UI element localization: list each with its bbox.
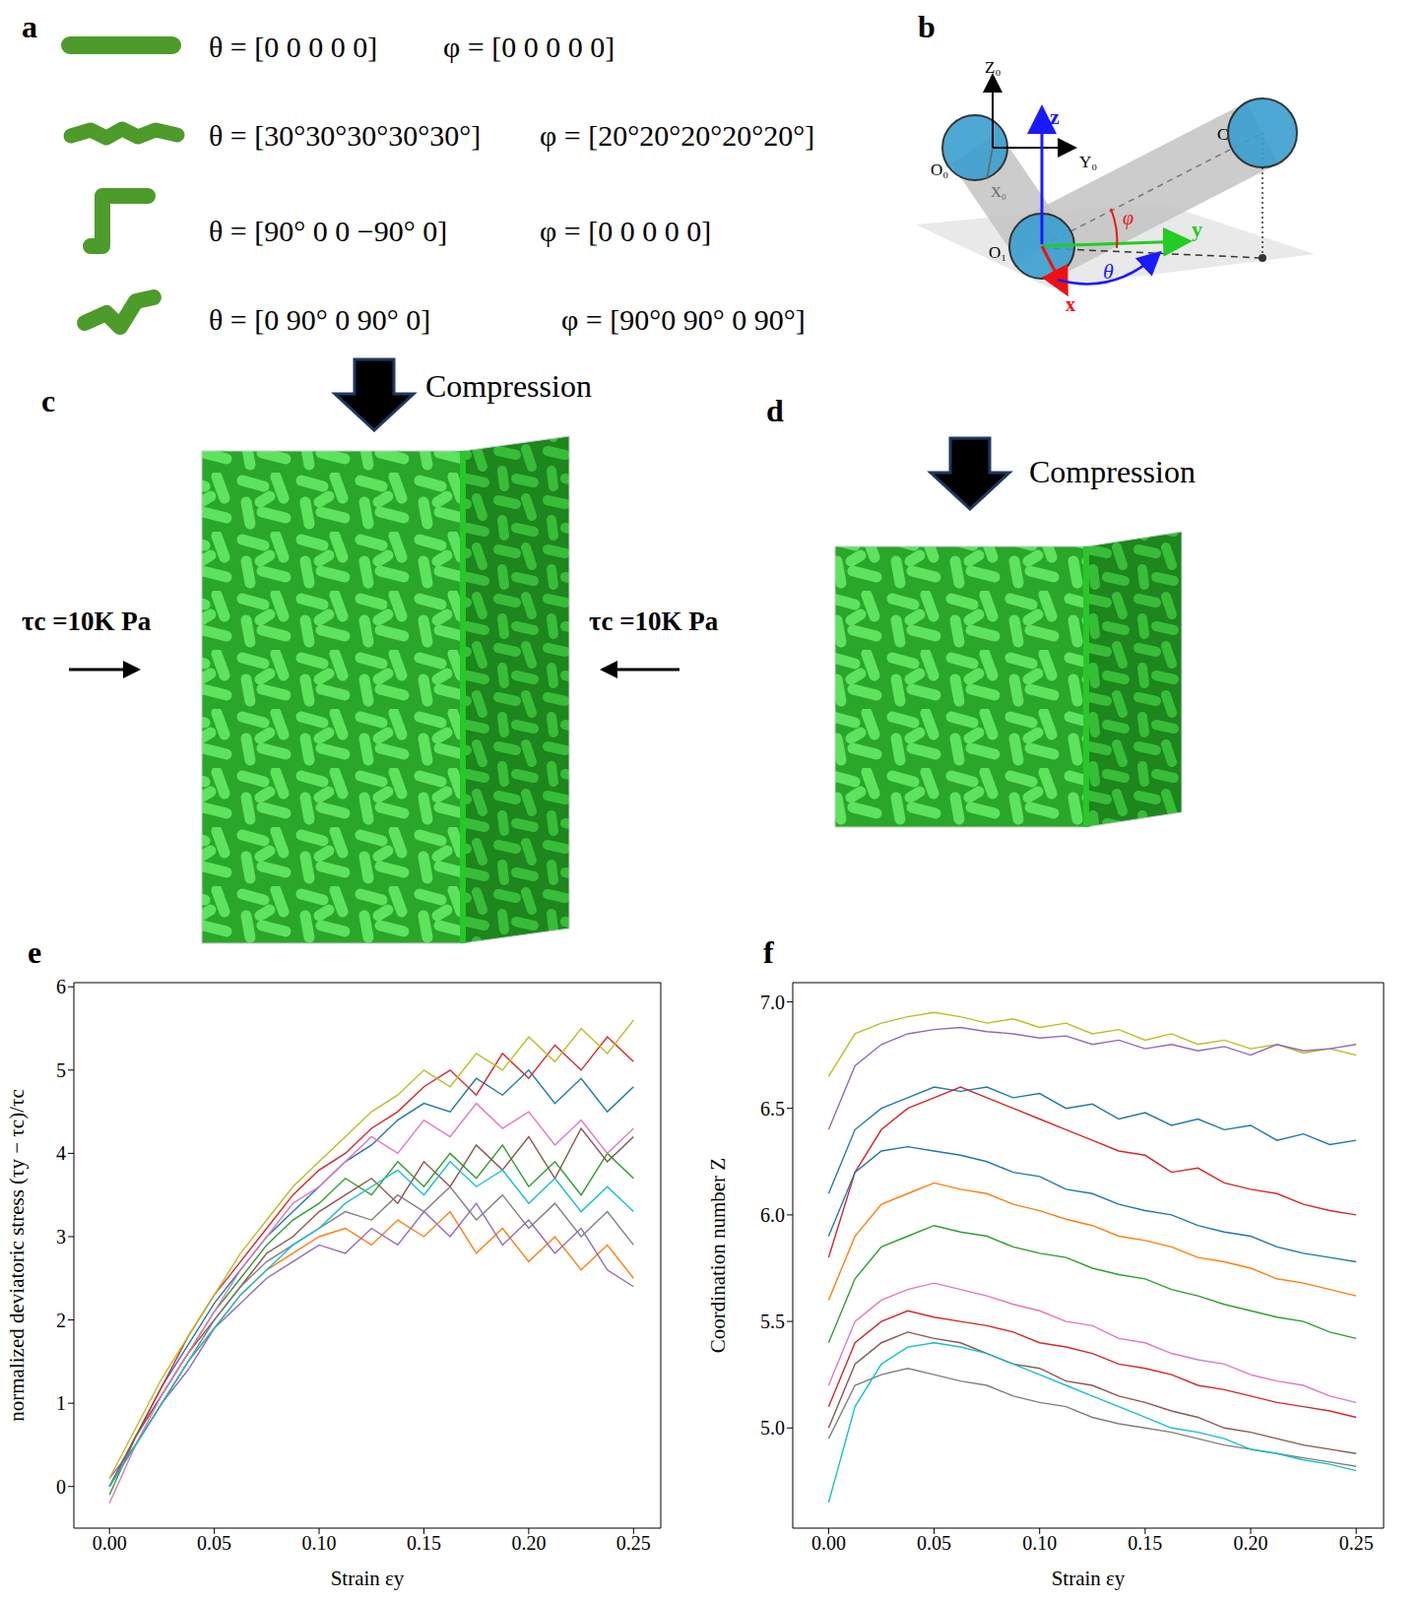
svg-text:Y₀: Y₀ — [1079, 152, 1098, 172]
svg-text:C: C — [1217, 125, 1229, 144]
svg-text:x: x — [1065, 293, 1076, 316]
svg-text:e: e — [27, 934, 42, 971]
svg-text:0.20: 0.20 — [1233, 1532, 1269, 1554]
svg-text:τc =10K Pa: τc =10K Pa — [588, 606, 719, 637]
svg-text:5: 5 — [56, 1059, 66, 1082]
svg-text:τc =10K Pa: τc =10K Pa — [21, 606, 152, 637]
svg-text:θ = [30°30°30°30°30°]: θ = [30°30°30°30°30°] — [208, 119, 481, 152]
svg-text:4: 4 — [56, 1142, 66, 1165]
svg-text:b: b — [917, 8, 936, 45]
svg-text:0.05: 0.05 — [196, 1532, 232, 1554]
svg-text:O₁: O₁ — [988, 243, 1007, 262]
svg-text:0.00: 0.00 — [811, 1532, 846, 1554]
svg-text:0.10: 0.10 — [302, 1532, 337, 1554]
svg-text:Coordination number Z: Coordination number Z — [706, 1158, 730, 1354]
svg-text:0.05: 0.05 — [916, 1532, 952, 1554]
svg-text:5.5: 5.5 — [760, 1310, 785, 1333]
svg-text:f: f — [763, 934, 775, 971]
svg-text:2: 2 — [56, 1309, 66, 1332]
svg-text:6: 6 — [56, 975, 66, 998]
svg-text:0.20: 0.20 — [511, 1532, 546, 1554]
svg-text:θ = [90° 0 0 −90° 0]: θ = [90° 0 0 −90° 0] — [208, 214, 448, 248]
svg-text:Compression: Compression — [425, 368, 592, 404]
svg-text:0.10: 0.10 — [1022, 1532, 1057, 1554]
svg-text:Compression: Compression — [1029, 453, 1196, 490]
svg-text:d: d — [766, 392, 784, 429]
svg-text:y: y — [1191, 216, 1203, 242]
svg-text:X₀: X₀ — [990, 184, 1007, 200]
svg-text:normalized deviatoric stress (: normalized deviatoric stress (τy − τc)/τ… — [4, 1089, 29, 1422]
svg-text:6.0: 6.0 — [760, 1204, 785, 1227]
svg-text:6.5: 6.5 — [760, 1098, 785, 1120]
svg-text:Strain εy: Strain εy — [330, 1566, 405, 1591]
svg-text:0.25: 0.25 — [1339, 1532, 1374, 1554]
svg-text:0.15: 0.15 — [406, 1532, 442, 1554]
svg-text:φ = [20°20°20°20°20°]: φ = [20°20°20°20°20°] — [539, 119, 815, 152]
svg-text:5.0: 5.0 — [760, 1417, 785, 1439]
svg-text:0.15: 0.15 — [1127, 1532, 1163, 1554]
svg-text:φ: φ — [1122, 206, 1134, 230]
svg-text:φ = [0 0 0 0 0]: φ = [0 0 0 0 0] — [443, 30, 615, 64]
svg-text:Z₀: Z₀ — [984, 58, 1001, 77]
svg-text:7.0: 7.0 — [760, 991, 785, 1014]
svg-text:φ = [90°0 90° 0 90°]: φ = [90°0 90° 0 90°] — [561, 303, 806, 336]
svg-text:0.00: 0.00 — [92, 1532, 128, 1554]
svg-text:θ = [0 90° 0 90° 0]: θ = [0 90° 0 90° 0] — [208, 303, 431, 336]
svg-text:O₀: O₀ — [930, 160, 949, 180]
svg-text:3: 3 — [56, 1226, 66, 1248]
svg-text:0.25: 0.25 — [616, 1532, 651, 1554]
svg-text:φ = [0 0 0 0 0]: φ = [0 0 0 0 0] — [539, 214, 712, 248]
svg-text:a: a — [21, 8, 38, 45]
svg-text:c: c — [41, 383, 56, 419]
svg-text:θ: θ — [1102, 258, 1114, 284]
svg-text:Strain εy: Strain εy — [1051, 1566, 1126, 1591]
svg-text:1: 1 — [56, 1392, 66, 1415]
svg-text:0: 0 — [56, 1476, 66, 1498]
svg-text:z: z — [1049, 104, 1060, 130]
svg-text:θ = [0 0 0 0 0]: θ = [0 0 0 0 0] — [208, 30, 378, 64]
